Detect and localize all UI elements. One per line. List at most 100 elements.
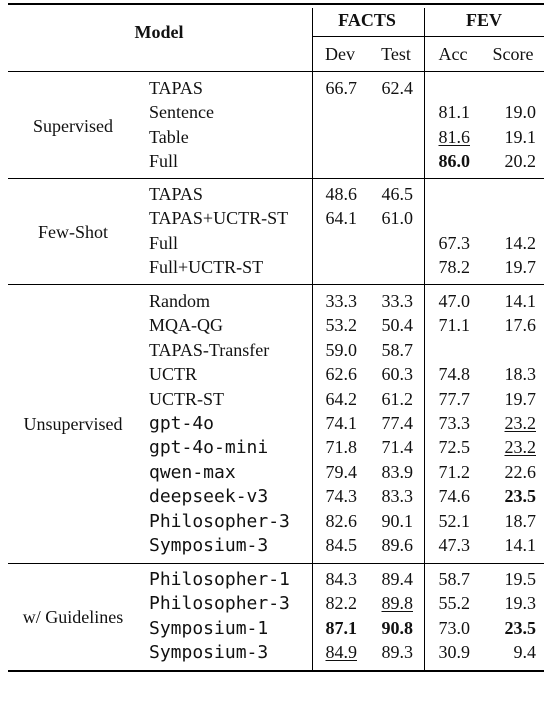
header-score: Score (492, 44, 534, 64)
cell-acc: 30.9 (438, 642, 471, 663)
cell-test: 89.4 (381, 569, 414, 589)
column-separator-model (312, 8, 313, 670)
cell-dev: 84.5 (325, 535, 358, 555)
cell-score: 19.3 (504, 593, 537, 614)
cell-test: 90.8 (381, 617, 414, 638)
model-name: UCTR (149, 364, 198, 385)
header-rule (8, 71, 544, 72)
cell-score: 23.5 (504, 617, 537, 638)
cell-acc: 71.1 (438, 315, 471, 336)
cell-dev: 79.4 (325, 461, 358, 482)
cell-acc: 52.1 (438, 510, 471, 531)
header-subrule (312, 36, 544, 37)
group-label: Supervised (33, 115, 113, 136)
column-separator-facts (424, 8, 425, 670)
cell-dev: 71.8 (325, 437, 358, 458)
cell-acc: 67.3 (438, 232, 471, 253)
model-name: Symposium-1 (149, 617, 269, 639)
cell-score: 19.7 (504, 257, 537, 278)
header-facts: FACTS (338, 10, 396, 30)
cell-test: 50.4 (381, 315, 414, 336)
cell-test: 90.1 (381, 510, 414, 531)
model-name: Full+UCTR-ST (149, 257, 264, 278)
cell-test: 89.6 (381, 535, 414, 555)
cell-acc: 74.6 (438, 486, 471, 507)
cell-score: 17.6 (504, 315, 537, 336)
cell-dev: 62.6 (325, 364, 358, 385)
cell-dev: 82.6 (325, 510, 358, 531)
cell-dev: 48.6 (325, 184, 358, 204)
cell-score: 19.0 (504, 102, 537, 123)
top-rule (8, 3, 544, 5)
cell-acc: 58.7 (438, 569, 471, 589)
cell-dev: 64.2 (325, 388, 358, 409)
cell-score: 22.6 (504, 461, 537, 482)
model-name: Table (149, 126, 189, 147)
cell-acc: 72.5 (438, 437, 471, 458)
cell-dev: 74.3 (325, 486, 358, 507)
cell-test: 89.3 (381, 642, 414, 663)
model-name: Full (149, 151, 179, 172)
cell-test: 58.7 (381, 339, 414, 360)
cell-score: 18.7 (504, 510, 537, 531)
cell-score: 19.5 (504, 569, 537, 589)
model-name: gpt-4o (149, 413, 215, 434)
model-name: Philosopher-3 (149, 593, 290, 615)
cell-acc: 77.7 (438, 388, 471, 409)
cell-test: 77.4 (381, 413, 414, 433)
cell-test: 71.4 (381, 437, 414, 458)
model-name: Sentence (149, 102, 214, 123)
cell-acc: 78.2 (438, 257, 471, 278)
model-name: TAPAS (149, 78, 203, 98)
cell-test: 33.3 (381, 291, 414, 311)
cell-dev: 84.9 (325, 642, 358, 663)
cell-test: 61.0 (381, 208, 414, 229)
cell-score: 9.4 (513, 642, 537, 663)
model-name: UCTR-ST (149, 388, 225, 409)
cell-score: 23.2 (504, 413, 537, 433)
cell-dev: 33.3 (325, 291, 358, 311)
model-name: Philosopher-3 (149, 510, 290, 532)
cell-score: 19.1 (504, 126, 537, 147)
cell-dev: 64.1 (325, 208, 358, 229)
model-name: Full (149, 232, 179, 253)
cell-score: 14.1 (504, 535, 537, 555)
model-name: Random (149, 291, 210, 311)
cell-acc: 81.6 (438, 126, 471, 147)
group-label: Few-Shot (37, 221, 109, 242)
cell-score: 20.2 (504, 151, 537, 172)
header-acc: Acc (438, 44, 468, 64)
header-model: Model (134, 22, 184, 42)
cell-dev: 84.3 (325, 569, 358, 589)
header-test: Test (381, 44, 411, 64)
header-dev: Dev (325, 44, 355, 64)
cell-test: 83.3 (381, 486, 414, 507)
model-name: Philosopher-1 (149, 569, 290, 590)
cell-acc: 71.2 (438, 461, 471, 482)
model-name: Symposium-3 (149, 535, 269, 556)
cell-dev: 74.1 (325, 413, 358, 433)
cell-test: 83.9 (381, 461, 414, 482)
cell-dev: 87.1 (325, 617, 358, 638)
group-label: Unsupervised (23, 414, 123, 435)
cell-score: 23.5 (504, 486, 537, 507)
model-name: qwen-max (149, 461, 236, 483)
group-rule-3 (8, 563, 544, 564)
bottom-rule (8, 670, 544, 672)
model-name: TAPAS (149, 184, 203, 204)
cell-acc: 74.8 (438, 364, 471, 385)
cell-score: 14.1 (504, 291, 537, 311)
group-rule-1 (8, 178, 544, 179)
model-name: TAPAS-Transfer (149, 339, 270, 360)
cell-score: 23.2 (504, 437, 537, 458)
cell-test: 60.3 (381, 364, 414, 385)
cell-test: 61.2 (381, 388, 414, 409)
cell-acc: 73.3 (438, 413, 471, 433)
cell-acc: 86.0 (438, 151, 471, 172)
cell-acc: 73.0 (438, 617, 471, 638)
cell-score: 14.2 (504, 232, 537, 253)
cell-dev: 66.7 (325, 78, 358, 98)
cell-acc: 47.0 (438, 291, 471, 311)
cell-dev: 82.2 (325, 593, 358, 614)
model-name: Symposium-3 (149, 642, 269, 664)
